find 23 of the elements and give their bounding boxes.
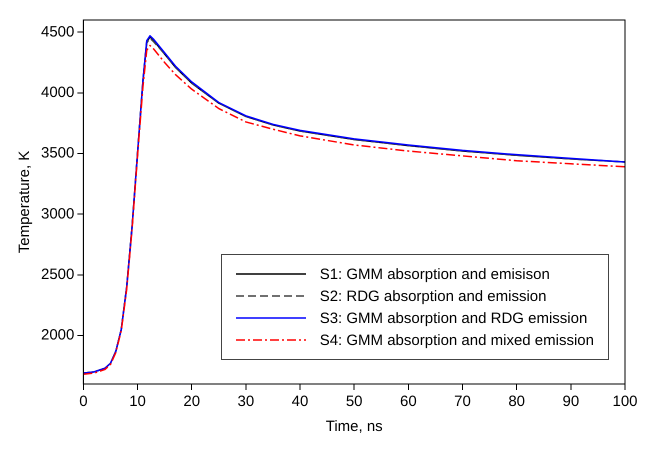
x-tick-label: 10 bbox=[129, 393, 146, 410]
x-tick-label: 70 bbox=[454, 393, 471, 410]
x-tick-label: 0 bbox=[79, 393, 88, 410]
x-tick-label: 100 bbox=[612, 393, 638, 410]
x-tick-label: 30 bbox=[238, 393, 254, 410]
legend-label: S4: GMM absorption and mixed emission bbox=[320, 332, 594, 348]
y-tick-label: 3000 bbox=[40, 205, 74, 222]
x-tick-label: 60 bbox=[400, 393, 417, 410]
legend-label: S2: RDG absorption and emission bbox=[320, 288, 546, 304]
y-tick-label: 2500 bbox=[40, 266, 74, 283]
y-tick-label: 3500 bbox=[40, 144, 74, 162]
x-tick-label: 90 bbox=[562, 393, 580, 410]
y-tick-label: 2000 bbox=[40, 326, 74, 344]
y-tick-label: 4000 bbox=[40, 84, 74, 101]
x-axis-title: Time, ns bbox=[326, 418, 383, 436]
x-tick-label: 50 bbox=[346, 393, 363, 410]
y-tick-label: 4500 bbox=[40, 23, 74, 40]
x-tick-label: 40 bbox=[292, 393, 308, 410]
x-tick-label: 20 bbox=[183, 393, 200, 410]
legend-label: S1: GMM absorption and emisison bbox=[320, 266, 550, 282]
legend-label: S3: GMM absorption and RDG emission bbox=[320, 310, 588, 326]
y-axis-title: Temperature, K bbox=[16, 150, 34, 254]
x-tick-label: 80 bbox=[508, 393, 526, 410]
